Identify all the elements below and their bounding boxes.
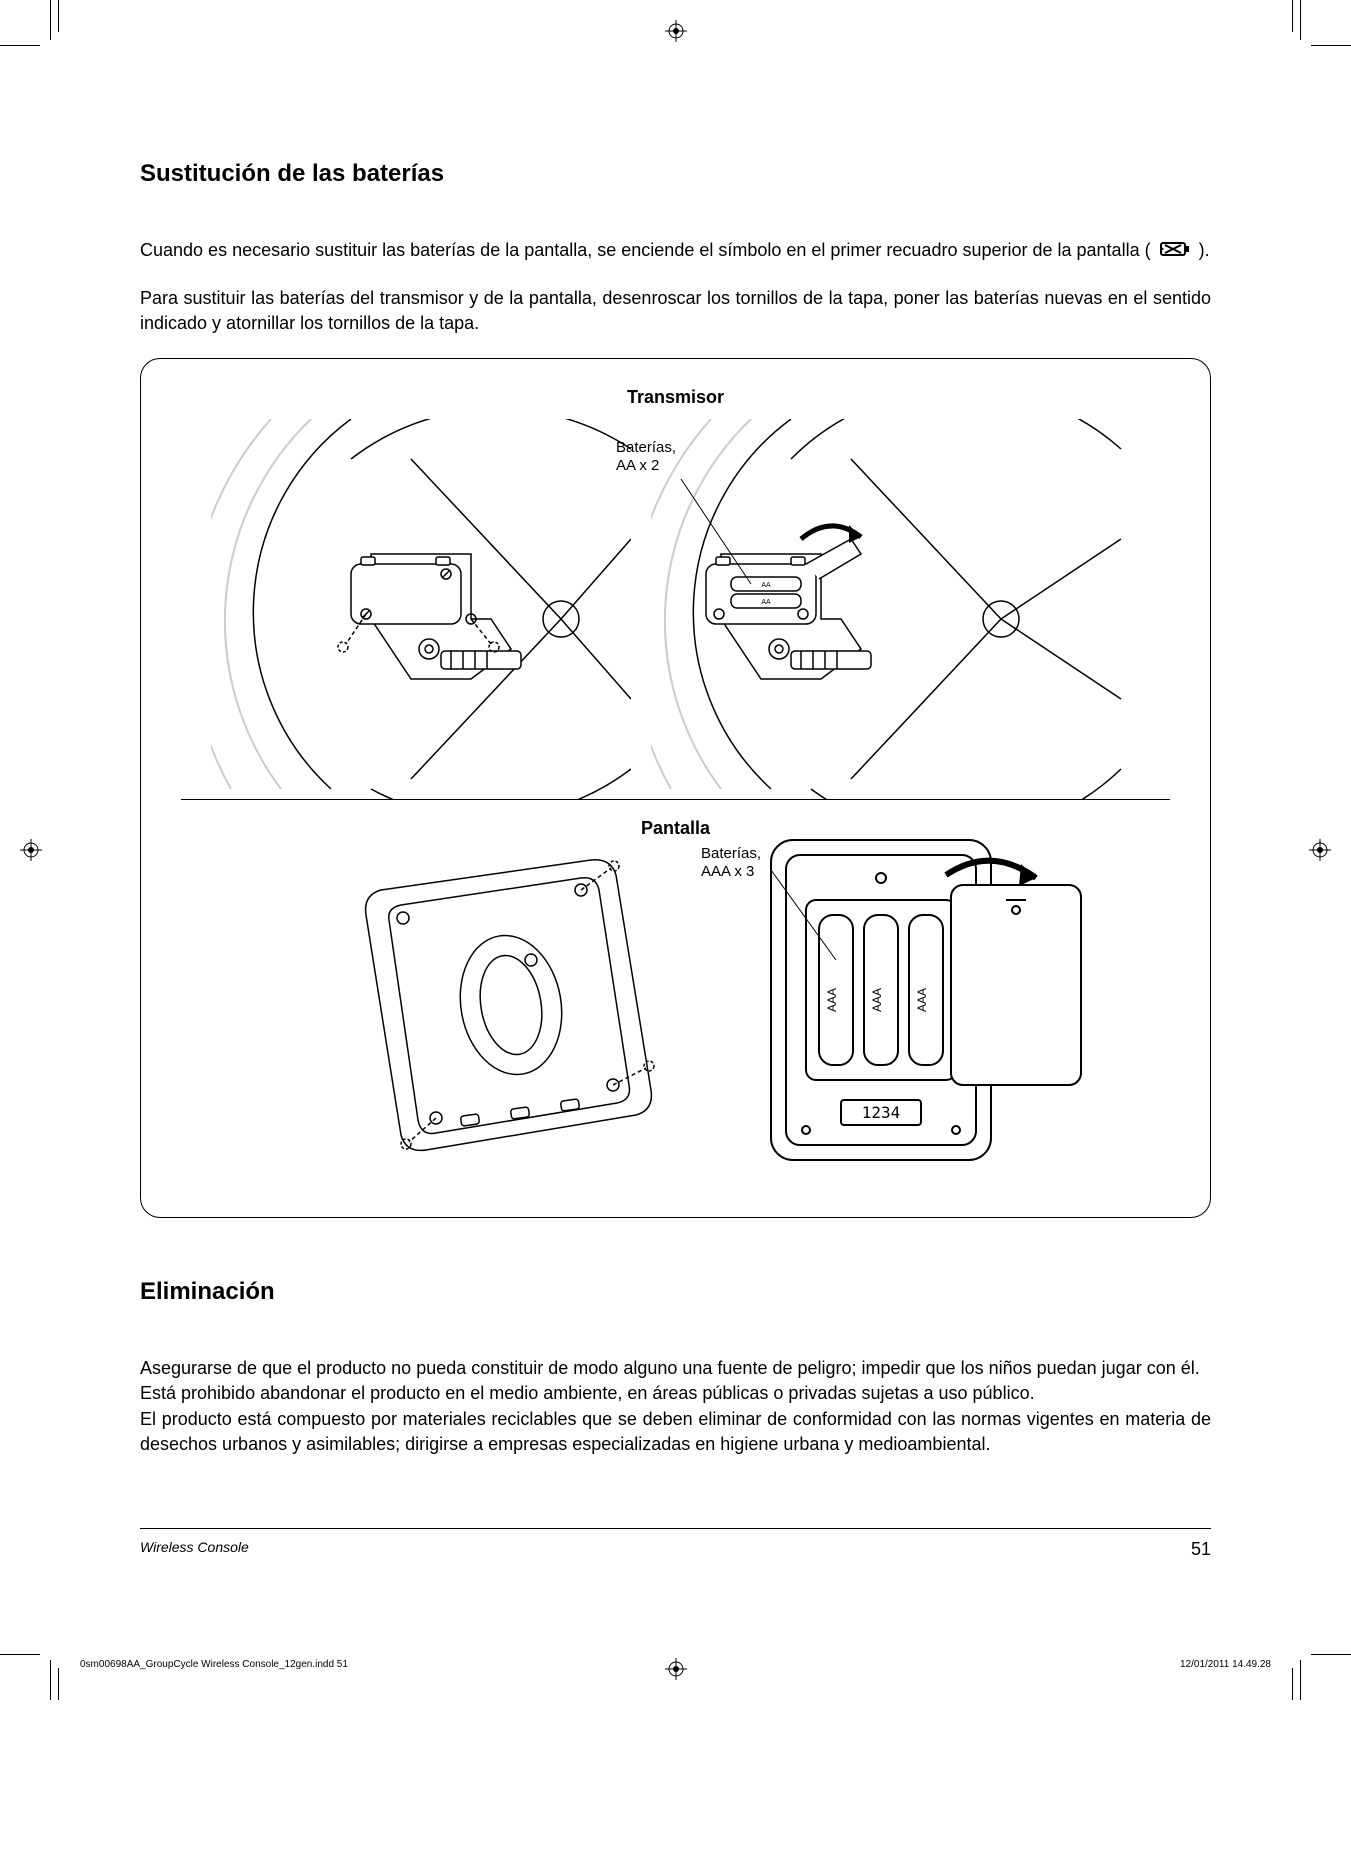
transmitter-open-illustration: AA AA <box>651 419 1131 799</box>
indd-filepath: 0sm00698AA_GroupCycle Wireless Console_1… <box>80 1659 348 1670</box>
transmitter-title: Transmisor <box>627 387 724 408</box>
paragraph-battery-instructions: Para sustituir las baterías del transmis… <box>140 286 1211 336</box>
disposal-section: Eliminación Asegurarse de que el product… <box>140 1278 1211 1457</box>
paragraph-battery-intro: Cuando es necesario sustituir las baterí… <box>140 238 1211 264</box>
text-before-icon: Cuando es necesario sustituir las baterí… <box>140 240 1156 260</box>
low-battery-icon <box>1160 239 1190 264</box>
heading-disposal: Eliminación <box>140 1278 1211 1306</box>
diagram-transmitter-section: Transmisor Baterías, AA x 2 <box>171 379 1180 799</box>
text-after-icon: ). <box>1199 240 1210 260</box>
diagram-container: Transmisor Baterías, AA x 2 <box>140 358 1211 1218</box>
transmitter-closed-illustration <box>211 419 631 799</box>
footer-page-number: 51 <box>1191 1539 1211 1560</box>
svg-text:AAA: AAA <box>825 988 839 1012</box>
display-closed-illustration <box>311 850 661 1170</box>
indesign-slug: 0sm00698AA_GroupCycle Wireless Console_1… <box>80 1659 1271 1670</box>
indd-timestamp: 12/01/2011 14.49.28 <box>1180 1659 1271 1670</box>
disposal-p1: Asegurarse de que el producto no pueda c… <box>140 1356 1211 1381</box>
svg-text:1234: 1234 <box>862 1103 901 1122</box>
svg-text:AA: AA <box>761 599 771 606</box>
svg-text:AA: AA <box>761 582 771 589</box>
svg-text:AAA: AAA <box>870 988 884 1012</box>
disposal-p2: Está prohibido abandonar el producto en … <box>140 1381 1211 1406</box>
diagram-display-section: Pantalla Baterías, AAA x 3 <box>171 800 1180 1180</box>
heading-battery-replacement: Sustitución de las baterías <box>140 160 1211 188</box>
disposal-p3: El producto está compuesto por materiale… <box>140 1407 1211 1457</box>
svg-text:AAA: AAA <box>915 988 929 1012</box>
display-open-illustration: AAA AAA AAA 1234 <box>751 830 1131 1170</box>
batt-line2: AAA x 3 <box>701 863 754 880</box>
page-content: Sustitución de las baterías Cuando es ne… <box>0 0 1351 1700</box>
footer-product-name: Wireless Console <box>140 1539 249 1560</box>
page-footer: Wireless Console 51 <box>140 1528 1211 1560</box>
display-title: Pantalla <box>641 818 710 839</box>
